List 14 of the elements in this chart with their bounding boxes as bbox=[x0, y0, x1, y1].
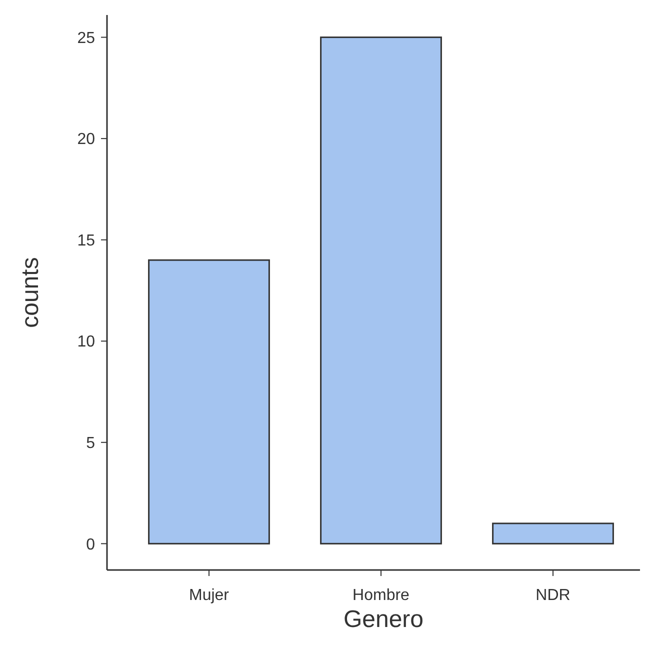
y-tick-label: 0 bbox=[86, 536, 96, 554]
x-tick-label: Mujer bbox=[188, 587, 230, 604]
y-tick-label: 10 bbox=[77, 334, 96, 351]
bar bbox=[492, 522, 614, 544]
bar bbox=[320, 36, 442, 544]
y-axis-title: counts bbox=[17, 257, 44, 328]
x-axis-title: Genero bbox=[343, 606, 424, 633]
x-tick-label: NDR bbox=[536, 587, 570, 604]
bar bbox=[148, 259, 270, 544]
y-tick-label: 15 bbox=[77, 232, 96, 250]
x-tick-label: Hombre bbox=[352, 587, 410, 604]
y-tick-label: 5 bbox=[86, 434, 96, 452]
y-tick-label: 25 bbox=[77, 30, 96, 47]
y-tick-label: 20 bbox=[77, 131, 96, 148]
